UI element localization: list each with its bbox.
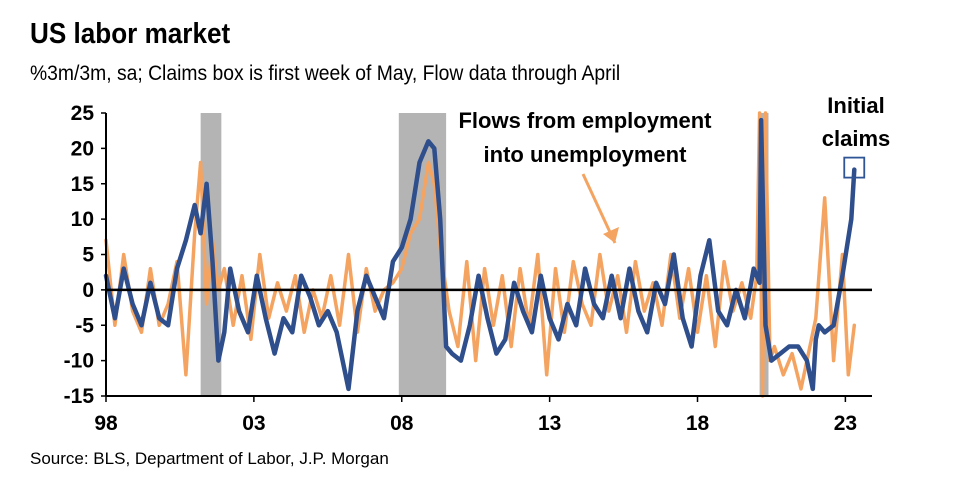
y-tick-label: 5 — [82, 244, 94, 267]
y-tick-label: 20 — [71, 137, 94, 160]
x-tick-label: 03 — [242, 412, 265, 435]
chart-title: US labor market — [30, 18, 231, 50]
series-initial-claims-line — [103, 117, 857, 392]
series-layer — [103, 111, 857, 398]
x-tick-label: 08 — [390, 412, 414, 435]
x-tick-label: 23 — [834, 412, 857, 435]
series-flows-line — [104, 111, 857, 398]
y-tick-label: -10 — [64, 350, 94, 373]
flows-annotation-line2: into unemployment — [484, 142, 688, 167]
y-tick-label: 0 — [82, 279, 94, 302]
flows-annotation-arrowhead — [603, 227, 619, 243]
claims-annotation-line1: Initial — [827, 93, 884, 118]
x-tick-label: 13 — [538, 412, 561, 435]
y-tick-label: -15 — [64, 385, 95, 408]
x-tick-label: 98 — [94, 412, 118, 435]
claims-annotation-line2: claims — [822, 126, 891, 151]
y-tick-label: -5 — [75, 314, 94, 337]
annotation-layer: Flows from employment into unemployment In… — [458, 93, 891, 244]
source-note: Source: BLS, Department of Labor, J.P. M… — [30, 449, 389, 468]
x-tick-label: 18 — [686, 412, 710, 435]
y-tick-label: 25 — [71, 102, 95, 125]
axis-layer: 25 20 15 10 5 0 -5 -10 -15 98 03 08 13 18 23 — [64, 102, 872, 435]
y-tick-label: 15 — [71, 173, 95, 196]
chart-subtitle: %3m/3m, sa; Claims box is first week of … — [30, 62, 621, 85]
claims-highlight-box — [843, 156, 866, 179]
y-tick-label: 10 — [71, 208, 94, 231]
flows-annotation-line1: Flows from employment — [458, 108, 712, 133]
